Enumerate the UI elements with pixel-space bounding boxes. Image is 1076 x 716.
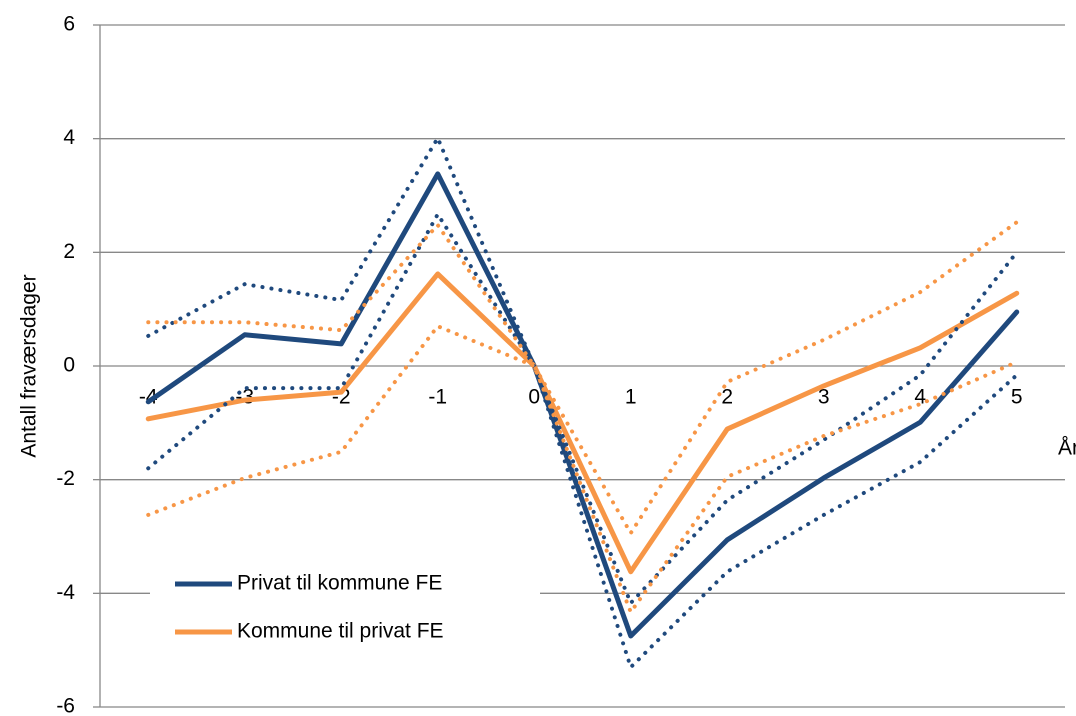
band-line <box>146 220 1019 536</box>
y-tick-label: -4 <box>56 581 75 604</box>
x-tick-label: 5 <box>1011 386 1023 409</box>
y-tick-label: -2 <box>56 467 75 490</box>
x-tick-label: -4 <box>139 386 158 409</box>
band-line <box>146 136 1019 605</box>
y-tick-label: 0 <box>63 354 75 377</box>
y-axis-label: Antall fraværsdager <box>18 274 41 457</box>
x-tick-label: 1 <box>625 386 637 409</box>
series-line <box>145 171 1020 639</box>
x-tick-label: 3 <box>818 386 830 409</box>
y-tick-label: 6 <box>63 13 75 36</box>
legend-label: Privat til kommune FE <box>237 572 442 595</box>
series-line <box>145 271 1020 575</box>
y-tick-label: -6 <box>56 695 75 716</box>
x-axis-label: År <box>1058 437 1076 460</box>
x-tick-label: -1 <box>428 386 447 409</box>
band-line <box>146 212 1019 670</box>
legend-box <box>150 562 540 660</box>
legend-label: Kommune til privat FE <box>237 620 444 643</box>
x-tick-label: 2 <box>721 386 733 409</box>
y-tick-label: 2 <box>63 240 75 263</box>
x-tick-label: 4 <box>914 386 926 409</box>
x-tick-label: -3 <box>235 386 254 409</box>
y-tick-label: 4 <box>63 126 75 149</box>
legend: Privat til kommune FE Kommune til privat … <box>150 562 540 660</box>
x-tick-label: 0 <box>528 386 540 409</box>
band-line <box>146 324 1019 615</box>
